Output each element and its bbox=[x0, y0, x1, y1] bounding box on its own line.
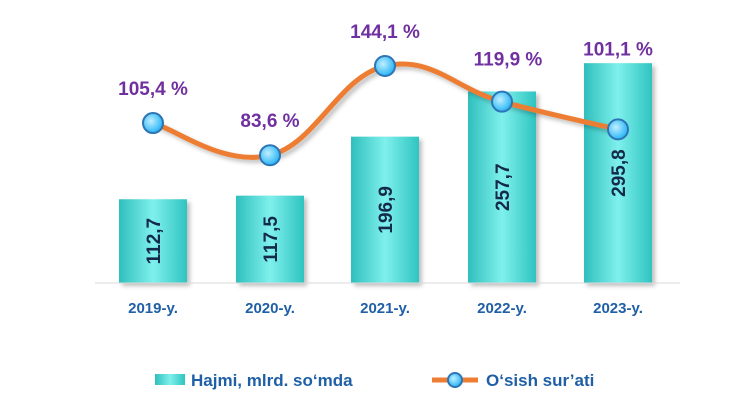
line-layer: 105,4 % 83,6 % 144,1 % 119,9 % 101,1 % bbox=[118, 22, 653, 167]
bar-2 bbox=[236, 195, 304, 283]
line-marker-1 bbox=[142, 112, 164, 135]
line-value-label-5: 101,1 % bbox=[583, 39, 653, 60]
bar-4 bbox=[468, 91, 536, 284]
bar-5 bbox=[584, 63, 652, 284]
bar-value-label-2: 117,5 bbox=[261, 216, 282, 263]
legend-line-label: O‘sish sur’ati bbox=[486, 371, 594, 390]
legend-line-marker bbox=[447, 372, 463, 388]
legend-bar-label: Hajmi, mlrd. so‘mda bbox=[191, 371, 353, 390]
x-tick-label-5: 2023-y. bbox=[593, 300, 643, 317]
line-marker-5 bbox=[607, 118, 629, 141]
bar-1 bbox=[119, 199, 187, 283]
bar-value-label-1: 112,7 bbox=[144, 218, 165, 264]
legend-bar-swatch bbox=[155, 374, 185, 385]
line-marker-3 bbox=[374, 55, 396, 77]
x-tick-label-1: 2019-y. bbox=[128, 300, 178, 317]
bar-value-label-3: 196,9 bbox=[376, 186, 397, 234]
line-value-label-2: 83,6 % bbox=[240, 111, 299, 132]
x-tick-label-4: 2022-y. bbox=[477, 300, 527, 317]
legend: Hajmi, mlrd. so‘mda O‘sish sur’ati bbox=[155, 371, 594, 390]
x-tick-label-2: 2020-y. bbox=[245, 300, 295, 317]
bar-3 bbox=[351, 136, 419, 283]
line-value-label-4: 119,9 % bbox=[474, 50, 543, 71]
x-tick-label-3: 2021-y. bbox=[360, 300, 410, 317]
bars-layer: 112,7 117,5 196,9 257,7 295,8 bbox=[119, 63, 652, 284]
bar-value-label-4: 257,7 bbox=[493, 163, 514, 211]
bar-value-label-5: 295,8 bbox=[609, 149, 630, 197]
x-ticks: 2019-y. 2020-y. 2021-y. 2022-y. 2023-y. bbox=[128, 300, 643, 317]
line-value-label-3: 144,1 % bbox=[350, 22, 420, 43]
line-marker-2 bbox=[259, 144, 281, 167]
line-marker-4 bbox=[491, 90, 513, 113]
line-value-label-1: 105,4 % bbox=[118, 79, 188, 100]
